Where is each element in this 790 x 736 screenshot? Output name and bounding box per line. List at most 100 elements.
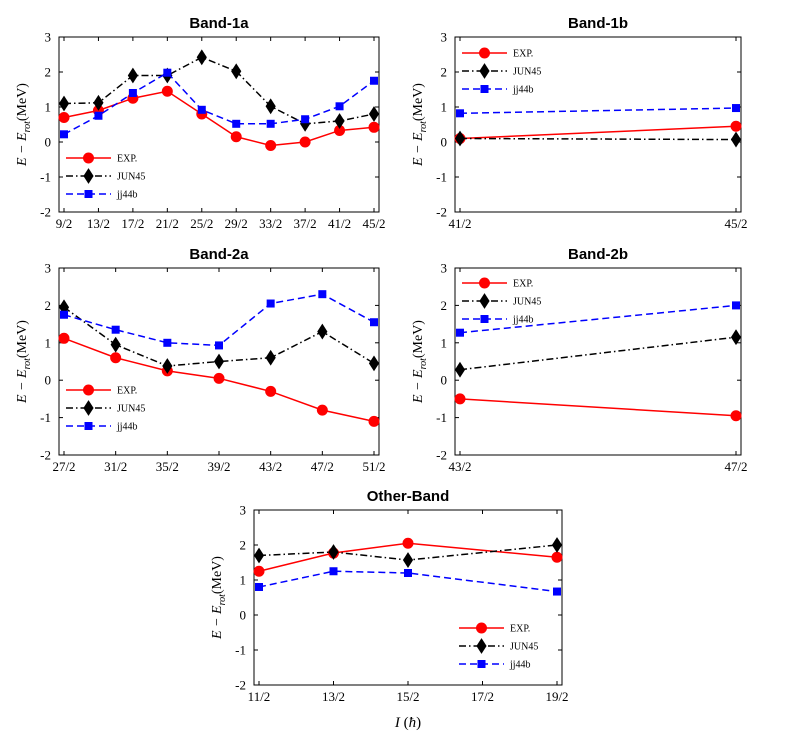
- x-tick-label: 29/2: [225, 216, 248, 231]
- data-point-jun45: [93, 94, 104, 111]
- series-line-exp: [63, 90, 375, 147]
- data-point-jj44b: [163, 68, 172, 77]
- data-point-exp: [230, 131, 242, 143]
- legend-label-jj44b: jj44b: [512, 85, 534, 96]
- legend-label-exp: EXP.: [117, 386, 137, 397]
- legend-label-jun45: JUN45: [117, 404, 145, 415]
- y-tick-label: 2: [441, 65, 448, 80]
- data-point-jj44b: [335, 102, 344, 111]
- data-point-jj44b: [732, 104, 740, 113]
- y-tick-label: 3: [45, 261, 52, 276]
- y-tick-label: 3: [441, 261, 448, 276]
- data-point-jj44b: [553, 587, 561, 596]
- data-point-jun45: [317, 323, 328, 340]
- legend-marker-exp: [476, 622, 487, 634]
- chart-title: Band-1a: [189, 15, 249, 32]
- data-point-exp: [730, 120, 742, 132]
- chart-title: Band-1b: [568, 15, 628, 32]
- legend-marker-exp: [479, 47, 490, 59]
- legend-marker-jj44b: [480, 85, 489, 93]
- data-point-jj44b: [370, 76, 378, 85]
- series-line-exp: [459, 125, 737, 140]
- data-point-exp: [316, 404, 328, 416]
- data-point-jj44b: [404, 569, 412, 577]
- data-point-exp: [110, 352, 122, 364]
- legend: EXP. JUN45 jj44b: [66, 152, 145, 201]
- x-tick-label: 11/2: [248, 689, 271, 704]
- y-tick-label: 2: [45, 65, 52, 80]
- data-point-exp: [402, 537, 414, 549]
- data-point-jj44b: [163, 338, 172, 347]
- series-line-jj44b: [63, 293, 375, 347]
- x-tick-label: 51/2: [362, 459, 385, 474]
- series-line-jj44b: [63, 71, 375, 135]
- series-exp: [454, 120, 742, 144]
- series-jun45: [454, 329, 742, 378]
- y-tick-label: 1: [240, 573, 247, 588]
- chart-band2b: Band-2b -2 -1 0 1 2 3 43/2 47/2 E − Erot(MeV) EXP.…: [411, 246, 748, 474]
- data-point-jj44b: [94, 111, 103, 120]
- data-point-exp: [368, 415, 380, 427]
- x-tick-label: 43/2: [259, 459, 282, 474]
- series-line-exp: [459, 398, 737, 417]
- legend-marker-exp: [479, 277, 490, 289]
- x-tick-label: 9/2: [56, 216, 73, 231]
- y-tick-label: 0: [45, 135, 52, 150]
- data-point-exp: [730, 410, 742, 422]
- data-point-jun45: [196, 49, 207, 66]
- y-tick-label: 1: [441, 100, 448, 115]
- y-tick-label: 2: [45, 298, 52, 313]
- x-tick-label: 17/2: [121, 216, 144, 231]
- legend-label-jj44b: jj44b: [116, 190, 138, 201]
- legend-label-jun45: JUN45: [510, 642, 538, 653]
- chart-band1a: Band-1a -2 -1 0 1 2 3 9/2 13/2 17/2 21/2 25/2 29/2 33…: [15, 15, 386, 231]
- y-tick-label: 1: [45, 335, 52, 350]
- plot-frame: [454, 36, 742, 213]
- data-point-jun45: [334, 113, 345, 129]
- y-tick-label: -1: [436, 410, 447, 425]
- x-tick-label: 41/2: [448, 216, 471, 231]
- x-tick-label: 13/2: [322, 689, 345, 704]
- data-point-jj44b: [318, 290, 327, 299]
- series-line-jj44b: [459, 304, 737, 334]
- y-tick-label: 0: [45, 373, 52, 388]
- x-tick-label: 21/2: [156, 216, 179, 231]
- data-point-jun45: [253, 547, 265, 564]
- legend-marker-jj44b: [84, 190, 93, 198]
- data-point-exp: [213, 372, 225, 384]
- data-point-jj44b: [732, 301, 740, 310]
- legend-marker-jun45: [83, 400, 94, 416]
- legend-label-jj44b: jj44b: [509, 660, 531, 671]
- y-axis-label: E − Erot(MeV): [15, 320, 33, 404]
- data-point-jj44b: [60, 130, 68, 139]
- legend-label-exp: EXP.: [513, 49, 533, 60]
- x-tick-label: 39/2: [207, 459, 230, 474]
- x-tick-label: 31/2: [104, 459, 127, 474]
- data-point-jun45: [328, 544, 339, 560]
- x-tick-label: 45/2: [724, 216, 747, 231]
- data-point-jun45: [127, 67, 138, 84]
- data-point-exp: [265, 385, 277, 397]
- legend-marker-jun45: [83, 168, 94, 184]
- series-jj44b: [60, 290, 378, 350]
- y-tick-label: -1: [436, 170, 447, 185]
- series-jun45: [253, 537, 563, 568]
- x-tick-label: 19/2: [545, 689, 568, 704]
- series-exp: [58, 332, 380, 427]
- data-point-exp: [265, 140, 277, 151]
- data-point-jun45: [231, 63, 242, 80]
- data-point-jun45: [265, 349, 276, 366]
- legend-label-jj44b: jj44b: [512, 315, 534, 326]
- legend: EXP. JUN45 jj44b: [66, 384, 145, 433]
- chart-other: Other-Band -2 -1 0 1 2 3 11/2 13/2 15/2 17/2 19/2 E …: [210, 488, 569, 731]
- y-tick-label: -1: [40, 170, 51, 185]
- data-point-jj44b: [456, 109, 464, 118]
- x-tick-label: 13/2: [87, 216, 110, 231]
- chart-band1b: Band-1b -2 -1 0 1 2 3 41/2 45/2 E − Erot(MeV) EXP.…: [411, 15, 748, 231]
- data-point-jun45: [454, 361, 466, 378]
- data-point-exp: [368, 121, 380, 133]
- y-tick-label: 1: [441, 335, 448, 350]
- data-point-jj44b: [266, 299, 275, 308]
- data-point-jun45: [110, 336, 121, 353]
- y-tick-label: 0: [240, 608, 247, 623]
